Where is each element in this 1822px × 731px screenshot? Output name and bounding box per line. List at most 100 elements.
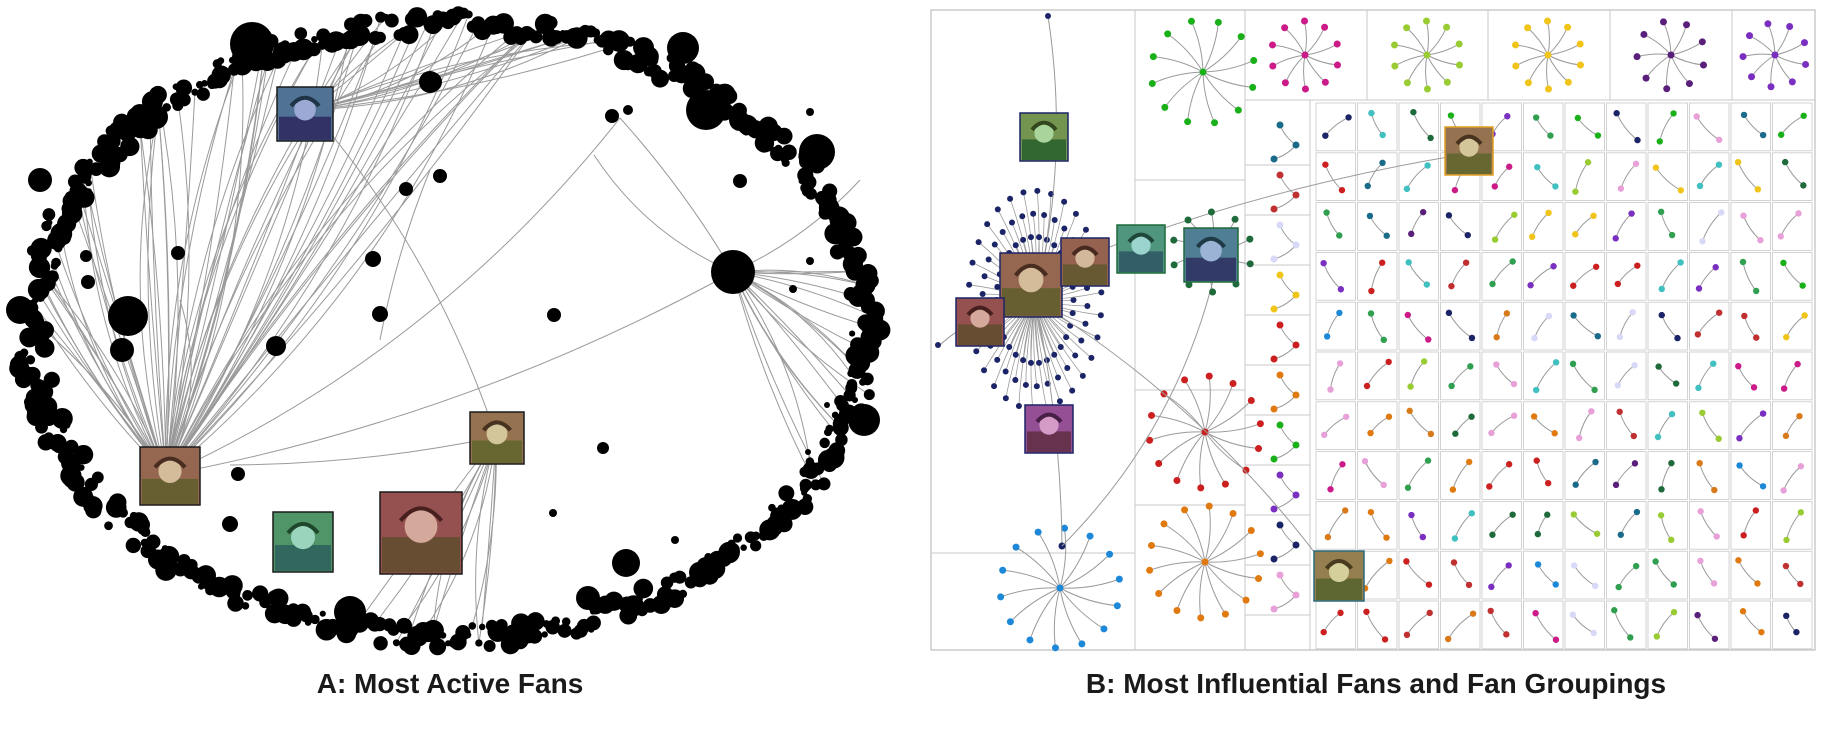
node <box>1652 558 1659 565</box>
node <box>1451 186 1459 194</box>
dyad-cell <box>1606 401 1647 450</box>
node <box>365 251 381 267</box>
node <box>1715 136 1723 143</box>
edge <box>139 129 167 476</box>
node <box>1445 309 1453 317</box>
edge <box>1410 361 1425 387</box>
node <box>1488 429 1495 437</box>
node <box>1617 531 1624 538</box>
node <box>849 330 856 337</box>
node <box>1468 413 1475 420</box>
node <box>1588 408 1595 415</box>
edge <box>1202 71 1239 111</box>
node <box>1491 183 1498 190</box>
node <box>1324 533 1332 541</box>
node <box>1281 24 1289 32</box>
profile-photo-icon <box>1024 404 1074 454</box>
node <box>1612 481 1620 489</box>
node <box>1452 430 1459 437</box>
node <box>1630 432 1637 440</box>
node <box>744 531 757 544</box>
node <box>684 576 697 589</box>
node <box>1019 213 1026 220</box>
dyad-cell <box>1481 202 1522 251</box>
node <box>1337 286 1345 293</box>
node <box>1712 264 1719 271</box>
node <box>1020 357 1027 364</box>
edge <box>1575 461 1596 485</box>
node <box>851 396 858 404</box>
edge <box>1000 587 1061 598</box>
dyad-cell <box>1315 500 1356 550</box>
node <box>1088 354 1095 361</box>
edge <box>1367 162 1383 187</box>
node <box>1570 511 1577 518</box>
node <box>799 134 835 170</box>
avatar-face <box>291 525 315 550</box>
edge <box>1491 514 1513 536</box>
node <box>1797 509 1805 516</box>
edge <box>1279 224 1297 246</box>
edge <box>1303 54 1306 90</box>
dyad-cell <box>1440 301 1481 351</box>
node <box>1740 111 1748 119</box>
node <box>1786 23 1794 31</box>
node <box>1445 212 1453 219</box>
node <box>997 593 1005 601</box>
node <box>829 244 846 260</box>
edge <box>1273 194 1297 210</box>
node <box>1173 606 1181 614</box>
node <box>1570 282 1577 289</box>
edge <box>1153 56 1204 73</box>
node <box>1694 611 1701 619</box>
node <box>1321 23 1329 31</box>
node <box>1403 24 1411 32</box>
avatar-hair <box>286 522 320 535</box>
node <box>1368 287 1375 295</box>
edge <box>1329 363 1341 390</box>
node <box>1187 17 1195 25</box>
node <box>966 281 973 288</box>
edge <box>1534 315 1550 339</box>
node <box>1780 259 1787 267</box>
node <box>1333 40 1341 48</box>
edge <box>1324 164 1343 191</box>
dyad-cell <box>1481 500 1522 550</box>
edge <box>1450 262 1467 287</box>
node <box>1491 236 1499 243</box>
node <box>1677 187 1685 194</box>
node <box>1097 312 1104 319</box>
edge <box>1279 124 1297 146</box>
node <box>1510 380 1518 388</box>
edge <box>1743 114 1764 136</box>
node <box>1234 106 1242 114</box>
node <box>1736 435 1743 442</box>
node <box>1270 155 1278 163</box>
node <box>1320 259 1327 267</box>
node <box>1270 555 1278 563</box>
edge <box>1326 212 1340 236</box>
node <box>1531 334 1538 342</box>
dyad-cell <box>1606 451 1647 500</box>
node <box>1614 382 1621 389</box>
edge <box>165 271 734 476</box>
dyad-cell <box>1440 500 1481 550</box>
node <box>1795 210 1802 217</box>
node <box>1511 211 1518 218</box>
node <box>991 241 998 248</box>
node <box>859 378 867 386</box>
edge <box>1406 612 1430 636</box>
edge <box>165 59 262 476</box>
node <box>85 188 92 195</box>
node <box>1710 580 1718 587</box>
dyad-cell <box>1523 102 1564 152</box>
dyad-cell <box>1315 451 1356 500</box>
edge <box>147 116 167 476</box>
node <box>483 640 496 653</box>
dyad-cell <box>1647 550 1688 600</box>
node <box>1594 332 1601 340</box>
node <box>1552 359 1560 366</box>
edge <box>593 154 734 273</box>
node <box>1593 530 1601 537</box>
dyad-cell <box>1689 500 1730 550</box>
